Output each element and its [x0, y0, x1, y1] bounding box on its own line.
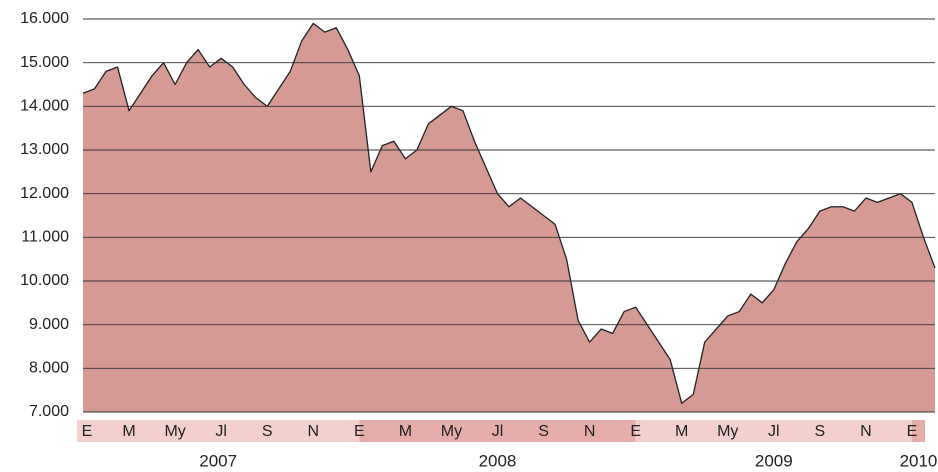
x-tick-label: My — [717, 423, 738, 440]
x-tick-label: My — [441, 423, 462, 440]
x-tick-label: N — [307, 423, 319, 440]
x-tick-label: M — [675, 423, 688, 440]
y-tick-label: 9.000 — [29, 316, 69, 333]
year-band — [359, 420, 636, 442]
x-tick-label: M — [122, 423, 135, 440]
y-tick-label: 7.000 — [29, 403, 69, 420]
x-tick-label: S — [262, 423, 273, 440]
year-band — [77, 420, 360, 442]
area — [83, 23, 935, 413]
year-label: 2007 — [199, 451, 237, 470]
x-tick-label: Jl — [215, 423, 227, 440]
y-tick-label: 14.000 — [20, 98, 69, 115]
y-tick-label: 16.000 — [20, 10, 69, 27]
y-tick-label: 11.000 — [21, 229, 69, 246]
x-tick-label: E — [82, 423, 93, 440]
y-tick-label: 12.000 — [20, 185, 69, 202]
x-tick-label: My — [164, 423, 185, 440]
y-tick-label: 13.000 — [20, 141, 69, 158]
line — [82, 22, 936, 404]
x-tick-label: E — [907, 423, 918, 440]
year-label: 2009 — [755, 451, 793, 470]
year-label: 2010 — [900, 451, 938, 470]
year-band — [635, 420, 912, 442]
x-tick-label: N — [584, 423, 596, 440]
x-tick-label: E — [630, 423, 641, 440]
x-tick-label: N — [860, 423, 872, 440]
x-tick-label: Jl — [492, 423, 504, 440]
year-band — [911, 420, 925, 442]
year-label: 2008 — [479, 451, 517, 470]
x-tick-label: Jl — [768, 423, 780, 440]
x-tick-label: M — [399, 423, 412, 440]
y-tick-label: 8.000 — [29, 360, 69, 377]
y-tick-label: 10.000 — [20, 272, 69, 289]
y-tick-label: 15.000 — [20, 54, 69, 71]
x-tick-label: S — [815, 423, 826, 440]
x-tick-label: E — [354, 423, 365, 440]
x-tick-label: S — [538, 423, 549, 440]
